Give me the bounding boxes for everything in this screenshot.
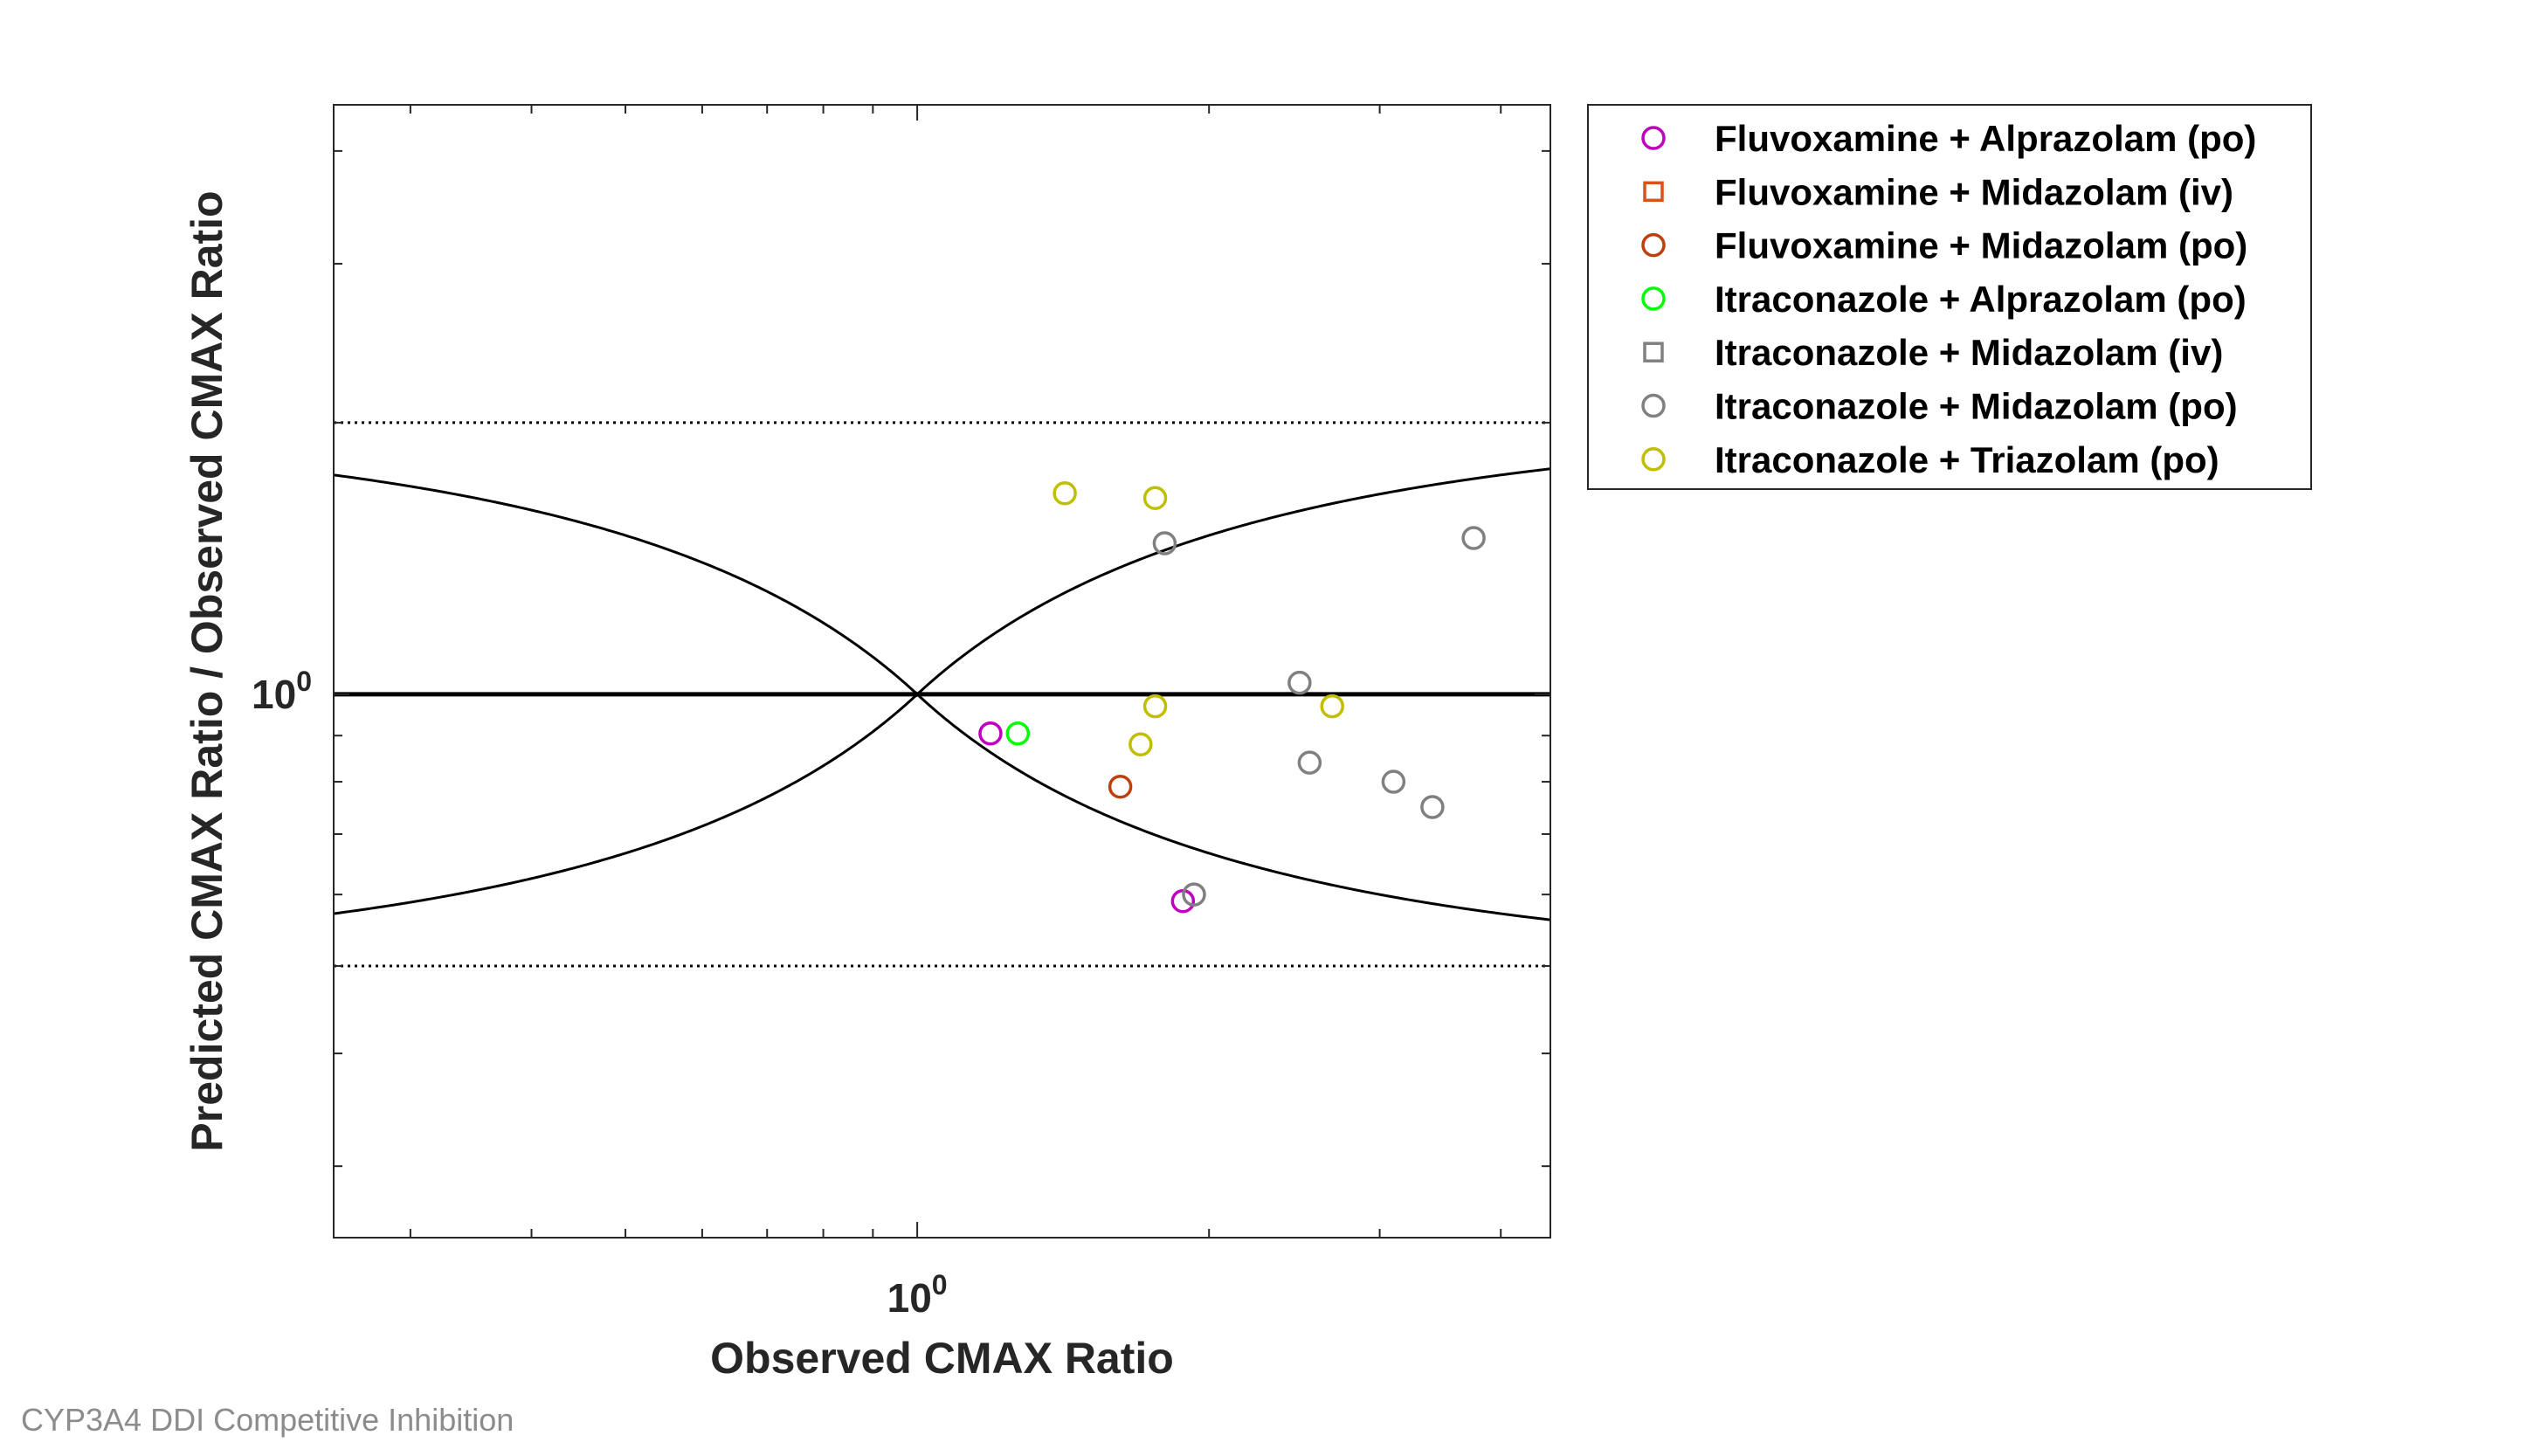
legend-label: Fluvoxamine + Midazolam (po) xyxy=(1715,225,2247,266)
legend-entry: Itraconazole + Midazolam (po) xyxy=(1641,386,2238,427)
y-axis-label: Predicted CMAX Ratio / Observed CMAX Rat… xyxy=(183,190,231,1151)
upper-guest-curve xyxy=(334,467,1550,696)
legend-label: Itraconazole + Midazolam (po) xyxy=(1715,386,2238,427)
ticks xyxy=(334,105,1550,1238)
legend-entry: Itraconazole + Midazolam (iv) xyxy=(1643,332,2223,373)
y-tick-label: 100 xyxy=(252,666,312,717)
legend-label: Itraconazole + Alprazolam (po) xyxy=(1715,279,2247,320)
figure-caption: CYP3A4 DDI Competitive Inhibition xyxy=(21,1402,514,1438)
data-point xyxy=(1182,882,1206,907)
data-point xyxy=(978,721,1003,746)
axes-box xyxy=(333,104,1551,1239)
legend-entry: Itraconazole + Alprazolam (po) xyxy=(1641,279,2247,320)
axes: 100 100 Observed CMAX Ratio Predicted CMAX … xyxy=(183,104,1551,1383)
data-point xyxy=(1461,526,1486,550)
data-point xyxy=(1005,721,1031,746)
legend-entry: Fluvoxamine + Alprazolam (po) xyxy=(1641,118,2256,159)
legend-marker xyxy=(1643,181,1664,203)
data-point xyxy=(1381,769,1406,794)
legend-marker xyxy=(1641,126,1666,150)
legend-marker xyxy=(1641,286,1666,311)
legend-entry: Fluvoxamine + Midazolam (iv) xyxy=(1643,171,2233,212)
legend-marker xyxy=(1641,447,1666,472)
legend-box xyxy=(1587,104,2312,490)
legend-marker xyxy=(1641,393,1666,418)
data-point xyxy=(1152,531,1177,555)
data-point xyxy=(1053,481,1077,506)
legend-entry: Fluvoxamine + Midazolam (po) xyxy=(1641,225,2247,266)
legend-label: Fluvoxamine + Midazolam (iv) xyxy=(1715,171,2233,212)
legend-label: Itraconazole + Triazolam (po) xyxy=(1715,439,2219,480)
data-point xyxy=(1142,693,1168,719)
x-tick-label: 100 xyxy=(887,1269,948,1321)
legend-marker xyxy=(1641,232,1666,258)
data-points xyxy=(978,481,1486,914)
data-point xyxy=(1142,486,1168,510)
data-point xyxy=(1129,732,1153,757)
legend-entry: Itraconazole + Triazolam (po) xyxy=(1641,439,2219,480)
data-point xyxy=(1297,750,1322,775)
data-point xyxy=(1287,670,1312,695)
legend-label: Fluvoxamine + Alprazolam (po) xyxy=(1715,118,2256,159)
legend-label: Itraconazole + Midazolam (iv) xyxy=(1715,332,2223,373)
legend-marker xyxy=(1643,342,1664,362)
plot-area xyxy=(334,421,1550,968)
reference-lines xyxy=(334,421,1550,968)
lower-guest-curve xyxy=(334,693,1550,921)
data-point xyxy=(1108,774,1133,799)
data-point xyxy=(1420,795,1445,819)
legend: Fluvoxamine + Alprazolam (po) Fluvoxamine… xyxy=(1587,104,2312,490)
x-axis-label: Observed CMAX Ratio xyxy=(710,1334,1174,1383)
data-point xyxy=(1320,693,1344,719)
